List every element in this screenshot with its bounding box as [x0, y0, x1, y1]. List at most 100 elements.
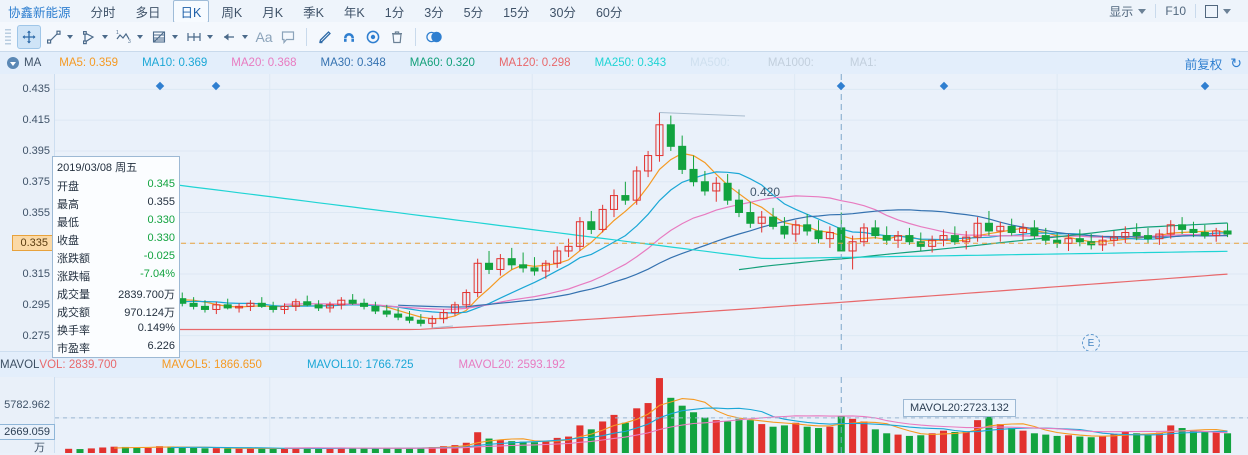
candlestick	[462, 292, 471, 306]
price-axis-label-5: 0.315	[22, 268, 50, 281]
volume-bar	[565, 436, 573, 453]
candlestick	[485, 262, 494, 270]
trend-line-tool[interactable]	[43, 26, 65, 48]
f10-label: F10	[1165, 4, 1186, 18]
candlestick	[1109, 236, 1118, 241]
ma-line-10	[170, 171, 1228, 314]
timeframe-tab-10[interactable]: 15分	[503, 5, 530, 20]
candlestick	[269, 305, 278, 310]
timeframe-tab-8[interactable]: 3分	[424, 5, 444, 20]
crosshair-move-tool[interactable]	[17, 24, 41, 49]
timeframe-tab-9[interactable]: 5分	[463, 5, 484, 20]
timeframe-tab-7[interactable]: 1分	[384, 5, 405, 20]
tooltip-key: 涨跌幅	[57, 271, 90, 283]
tooltip-value: 0.355	[147, 196, 175, 208]
trash-tool[interactable]	[386, 26, 408, 48]
chevron-down-icon[interactable]	[242, 34, 248, 39]
fibonacci-tool[interactable]	[148, 26, 170, 48]
tooltip-row: 换手率 0.149%	[53, 321, 179, 339]
candlestick	[894, 235, 903, 241]
timeframe-tab-3[interactable]: 周K	[221, 5, 243, 20]
pencil-tool[interactable]	[314, 26, 336, 48]
candlestick	[439, 312, 448, 320]
target-tool[interactable]	[362, 26, 384, 48]
volume-bar	[837, 415, 845, 453]
adjust-mode-button[interactable]: 前复权	[1184, 57, 1223, 72]
stock-name[interactable]: 协鑫新能源	[8, 5, 71, 20]
candlestick	[723, 182, 732, 201]
volume-unit-label: 万	[34, 442, 45, 454]
timeframe-tab-2[interactable]: 日K	[172, 0, 210, 23]
volume-bar	[985, 416, 993, 453]
volume-bar	[315, 448, 323, 453]
volume-bar	[1008, 428, 1016, 453]
candlestick	[984, 222, 993, 232]
chevron-down-icon[interactable]	[137, 34, 143, 39]
volume-bar	[746, 420, 754, 453]
mavol-legend-item-1: MAVOL5: 1866.650	[161, 359, 262, 371]
candlestick	[541, 262, 550, 272]
chevron-down-icon[interactable]	[102, 34, 108, 39]
candlestick	[553, 250, 562, 264]
candlestick	[791, 224, 800, 235]
volume-plot-area[interactable]	[55, 377, 1248, 453]
range-measure-tool[interactable]	[183, 26, 205, 48]
volume-bar	[667, 397, 675, 453]
magnet-tool[interactable]	[338, 26, 360, 48]
timeframe-tab-1[interactable]: 多日	[135, 5, 161, 20]
ma-legend-item-7: MA500:	[690, 57, 730, 69]
candlestick	[1132, 232, 1141, 237]
volume-bar	[951, 431, 959, 453]
contrast-tool[interactable]	[423, 26, 445, 48]
chevron-down-icon[interactable]	[207, 34, 213, 39]
candlestick	[257, 302, 266, 307]
tooltip-row: 最高 0.355	[53, 195, 179, 213]
text-tool[interactable]: Aa	[255, 28, 273, 45]
polygon-tool[interactable]	[78, 26, 100, 48]
ma-legend-right: 前复权 ↻	[1185, 54, 1248, 73]
tooltip-value: 970.124万	[124, 307, 175, 319]
timeframe-tab-11[interactable]: 30分	[549, 5, 576, 20]
arrow-tool[interactable]	[218, 26, 240, 48]
collapse-ma-icon[interactable]	[7, 57, 19, 69]
ma-legend-item-9: MA1:	[849, 57, 877, 69]
refresh-icon[interactable]: ↻	[1230, 54, 1242, 71]
volume-bar	[701, 417, 709, 453]
chevron-down-icon[interactable]	[172, 34, 178, 39]
candlestick	[280, 305, 289, 310]
tooltip-row: 收盘 0.330	[53, 231, 179, 249]
f10-button[interactable]: F10	[1156, 4, 1195, 18]
candlestick	[325, 304, 334, 309]
candlestick	[1041, 235, 1050, 241]
candlestick	[1223, 230, 1232, 235]
candlestick	[1143, 235, 1153, 240]
timeframe-tab-12[interactable]: 60分	[595, 5, 623, 20]
candlestick	[950, 235, 959, 243]
volume-bar	[1189, 430, 1197, 453]
toolbar-drag-handle[interactable]	[5, 28, 11, 45]
volume-bar	[326, 448, 334, 453]
volume-bar	[1099, 435, 1107, 453]
ex-dividend-marker-icon[interactable]: E	[1082, 334, 1100, 352]
timeframe-tab-4[interactable]: 月K	[262, 5, 284, 20]
timeframe-tab-0[interactable]: 分时	[90, 5, 116, 20]
top-toolbar: 协鑫新能源 分时 多日 日K 周K 月K 季K 年K 1分 3分 5分 15分 30分 60分 显示 F…	[0, 0, 1248, 23]
candlestick	[848, 241, 857, 252]
candlestick	[371, 305, 380, 312]
chevron-down-icon[interactable]	[67, 34, 73, 39]
price-plot-area[interactable]	[55, 74, 1248, 351]
timeframe-tab-6[interactable]: 年K	[343, 5, 365, 20]
ma-legend-item-5: MA120: 0.298	[498, 57, 571, 69]
volume-bar	[633, 408, 641, 453]
candlestick	[1155, 233, 1164, 240]
candlestick	[1121, 232, 1130, 238]
volume-bar	[258, 448, 266, 453]
candlestick	[780, 225, 789, 235]
timeframe-tab-5[interactable]: 季K	[303, 5, 324, 20]
layout-menu-button[interactable]	[1196, 4, 1240, 18]
comment-tool[interactable]	[277, 26, 299, 48]
mavol-legend-item-3: MAVOL20: 2593.192	[458, 359, 566, 371]
volume-bar	[610, 414, 618, 453]
display-menu-button[interactable]: 显示	[1100, 3, 1155, 20]
